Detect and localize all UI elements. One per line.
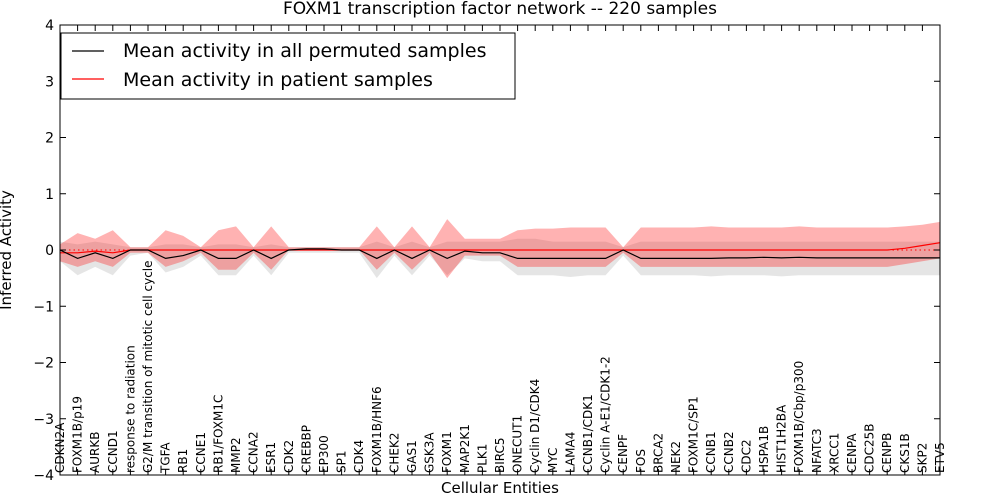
plot-frame (59, 24, 941, 476)
line-patient (60, 242, 941, 254)
x-tick-label: CENPA (845, 433, 859, 473)
x-tick-label: ESR1 (264, 442, 278, 473)
x-axis-ticks: CDKN2A FOXM1B/p19 AURKB CCND1 response to ra… (53, 25, 947, 475)
y-tick-label: 2 (45, 131, 54, 147)
y-tick-label: −3 (33, 412, 54, 428)
x-tick-label: CDK2 (282, 440, 296, 473)
chart-title: FOXM1 transcription factor network -- 22… (283, 0, 717, 19)
x-tick-label: CHEK2 (387, 433, 401, 474)
x-tick-label: CDK4 (352, 440, 366, 473)
x-tick-label: FOXM1B/Cbp/p300 (792, 361, 806, 473)
x-tick-label: LAMA4 (563, 432, 577, 473)
x-tick-label: BRCA2 (651, 433, 665, 473)
x-tick-label: SP1 (335, 451, 349, 474)
x-tick-label: Cyclin A-E1/CDK1-2 (599, 356, 613, 473)
x-tick-label: MYC (546, 448, 560, 473)
legend-label-permuted: Mean activity in all permuted samples (123, 40, 486, 62)
x-tick-label: GSK3A (423, 432, 437, 473)
x-tick-label: CCNE1 (194, 432, 208, 473)
y-tick-label: −4 (33, 468, 54, 484)
x-tick-label: CCNB1/CDK1 (581, 394, 595, 473)
x-tick-label: CCNB1 (704, 431, 718, 473)
y-tick-label: 4 (45, 18, 54, 34)
x-tick-label: HIST1H2BA (775, 404, 789, 473)
y-axis-ticks: −4 −3 −2 −1 0 1 2 3 4 (33, 18, 940, 484)
x-tick-label: EP300 (317, 435, 331, 473)
x-tick-label: FOXM1B/p19 (71, 396, 85, 473)
line-permuted (59, 248, 940, 260)
x-tick-label: G2/M transition of mitotic cell cycle (141, 260, 155, 473)
x-tick-label: FOXM1 (440, 431, 454, 473)
x-tick-label: XRCC1 (827, 433, 841, 473)
x-tick-label: MMP2 (229, 437, 243, 473)
legend-label-patient: Mean activity in patient samples (123, 69, 433, 91)
x-tick-label: MAP2K1 (458, 424, 472, 473)
x-tick-label: CCNB2 (722, 431, 736, 473)
y-axis-label: Inferred Activity (0, 190, 15, 310)
x-tick-label: GAS1 (405, 440, 419, 473)
x-tick-label: BIRC5 (493, 437, 507, 473)
x-tick-label: CDC2 (739, 439, 753, 473)
y-tick-label: 1 (45, 187, 54, 203)
x-tick-label: HSPA1B (757, 426, 771, 473)
x-axis-label: Cellular Entities (441, 479, 559, 497)
band-permuted (60, 238, 940, 279)
x-tick-label: FOXM1C/SP1 (687, 396, 701, 473)
legend: Mean activity in all permuted samples Me… (60, 32, 516, 100)
confidence-bands (60, 219, 940, 279)
x-tick-label: NEK2 (669, 441, 683, 473)
x-tick-label: RB1 (176, 449, 190, 473)
x-tick-label: AURKB (88, 432, 102, 473)
x-tick-label: response to radiation (123, 345, 137, 473)
y-tick-label: 3 (45, 74, 54, 90)
x-tick-label: CDC25B (863, 424, 877, 474)
x-tick-label: SKP2 (915, 443, 929, 473)
series-lines (59, 242, 941, 260)
x-tick-label: NFATC3 (810, 428, 824, 473)
x-tick-label: PLK1 (475, 444, 489, 473)
x-tick-label: CKS1B (898, 433, 912, 473)
x-tick-label: CENPF (616, 434, 630, 473)
x-tick-label: CENPB (880, 433, 894, 473)
x-tick-label: CCND1 (106, 430, 120, 473)
band-patient (60, 219, 940, 279)
legend-box (60, 32, 516, 100)
x-tick-label: ONECUT1 (511, 415, 525, 473)
x-tick-label: TGFA (159, 442, 173, 474)
x-tick-label: Cyclin D1/CDK4 (528, 379, 542, 473)
x-tick-label: CREBBP (299, 425, 313, 473)
y-tick-label: −1 (33, 299, 54, 315)
x-tick-label: FOXM1B/HNF6 (370, 386, 384, 473)
x-tick-label: FOS (634, 449, 648, 473)
y-tick-label: 0 (45, 243, 54, 259)
x-tick-label: CCNA2 (247, 431, 261, 473)
y-tick-label: −2 (33, 356, 54, 372)
x-tick-label: RB1/FOXM1C (211, 395, 225, 473)
